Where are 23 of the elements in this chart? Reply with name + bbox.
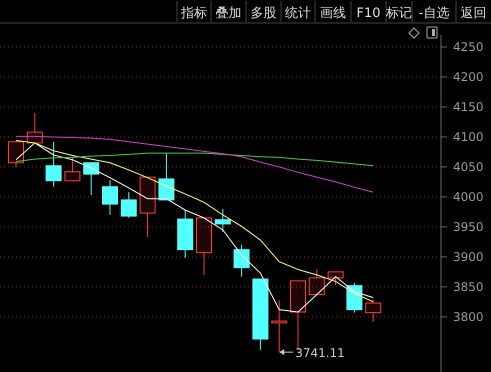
text: 叠加 — [216, 6, 242, 21]
y-tick-label: 4250 — [453, 40, 484, 54]
candlestick — [271, 300, 288, 353]
candlestick — [46, 141, 62, 188]
annotation: 3741.11 — [295, 346, 345, 360]
text: 指标 — [180, 6, 207, 21]
text: 统计 — [285, 6, 311, 21]
text: 画线 — [320, 6, 346, 21]
y-tick-label: 3950 — [453, 220, 484, 234]
y-tick-label: 4150 — [453, 100, 484, 114]
y-tick-label: 3800 — [453, 310, 484, 324]
text: 多股 — [250, 6, 276, 21]
y-tick-label: 4050 — [453, 160, 484, 174]
text: F10 — [356, 6, 381, 21]
y-tick-label: 4000 — [453, 190, 484, 204]
candlestick — [102, 180, 118, 216]
text: -自选 — [418, 6, 450, 21]
y-tick-label: 4100 — [453, 130, 484, 144]
y-tick-label: 4200 — [453, 70, 484, 84]
y-tick-label: 3850 — [453, 280, 484, 294]
text: 返回 — [460, 6, 486, 21]
text: 标记 — [385, 6, 412, 21]
y-tick-label: 3900 — [453, 250, 484, 264]
